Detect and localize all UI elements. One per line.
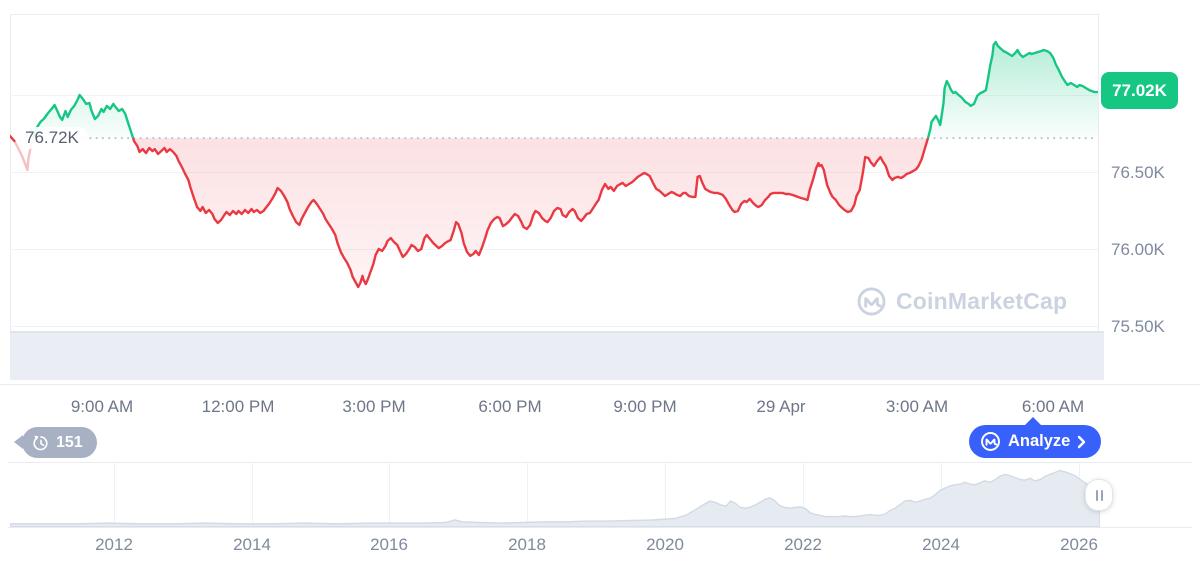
current-price-badge: 77.02K: [1101, 72, 1178, 109]
gridline: [10, 95, 1098, 96]
nav-top-border: [8, 462, 1192, 463]
price-axis-label: 75.50K: [1111, 317, 1165, 336]
year-axis-label: 2014: [233, 535, 271, 554]
time-axis-label: 9:00 PM: [613, 397, 677, 416]
time-axis-label: 6:00 PM: [478, 397, 542, 416]
nav-gridline: [803, 463, 804, 527]
cmc-watermark-text: CoinMarketCap: [896, 288, 1068, 314]
price-line-red: [131, 138, 930, 289]
year-axis-label: 2016: [370, 535, 408, 554]
baseline-price-label: 76.72K: [18, 127, 86, 149]
nav-area: [10, 469, 1100, 527]
history-clock-icon: [33, 435, 48, 450]
nav-gridline: [527, 463, 528, 527]
cmc-watermark: CoinMarketCap: [856, 286, 1067, 317]
price-line-green: [32, 40, 1098, 139]
history-badge-tail: [14, 435, 23, 449]
time-axis-label: 3:00 AM: [885, 397, 949, 416]
price-axis-label: 76.50K: [1111, 163, 1165, 182]
analyze-label: Analyze: [1008, 432, 1071, 450]
cmc-logo-icon: [981, 432, 1000, 451]
gridline: [10, 249, 1098, 250]
nav-gridline: [114, 463, 115, 527]
nav-bottom-border: [8, 527, 1192, 528]
plot-left-border: [10, 14, 11, 379]
year-axis-label: 2018: [508, 535, 546, 554]
volume-band: [10, 331, 1104, 380]
chart-bottom-separator: [0, 384, 1200, 385]
gridline: [10, 326, 1098, 327]
nav-gridline: [665, 463, 666, 527]
year-axis-label: 2022: [784, 535, 822, 554]
cmc-logo-icon: [857, 287, 886, 316]
plot-right-border: [1098, 14, 1099, 379]
nav-gridline: [252, 463, 253, 527]
plot-top-border: [10, 14, 1099, 15]
pause-bars-icon: [1100, 489, 1103, 501]
time-axis-label: 29 Apr: [756, 397, 806, 416]
pause-bars-icon: [1095, 489, 1098, 501]
nav-resize-handle[interactable]: [1085, 479, 1113, 511]
price-line-open: [10, 134, 16, 143]
analyze-pointer: [1025, 417, 1041, 425]
year-axis-label: 2026: [1060, 535, 1098, 554]
area-below-baseline: [133, 138, 928, 287]
time-axis-label: 6:00 AM: [1021, 397, 1085, 416]
area-above-baseline: [33, 42, 1098, 139]
year-axis-label: 2012: [95, 535, 133, 554]
range-navigator[interactable]: [10, 462, 1100, 527]
history-count: 151: [56, 433, 83, 451]
time-axis-label: 3:00 PM: [342, 397, 406, 416]
price-chart-canvas[interactable]: [10, 14, 1098, 325]
nav-gridline: [389, 463, 390, 527]
analyze-button[interactable]: Analyze: [969, 417, 1102, 458]
year-axis-label: 2024: [922, 535, 960, 554]
time-axis-label: 12:00 PM: [201, 397, 275, 416]
time-axis-label: 9:00 AM: [70, 397, 134, 416]
chevron-right-icon: [1078, 435, 1086, 448]
history-badge[interactable]: 151: [14, 427, 97, 458]
price-axis-label: 76.00K: [1111, 240, 1165, 259]
year-axis-label: 2020: [646, 535, 684, 554]
